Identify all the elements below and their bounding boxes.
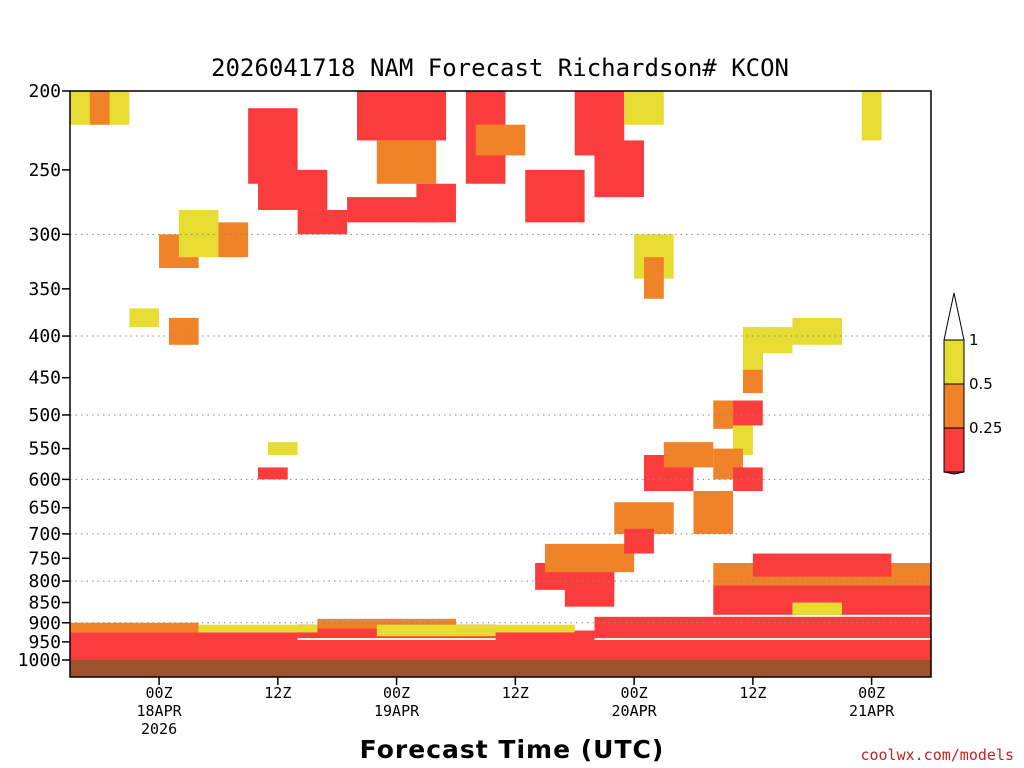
- heatmap-cell-33: [297, 209, 348, 235]
- heatmap-cell-40: [525, 169, 585, 223]
- heatmap-cell-51: [267, 442, 298, 456]
- xtick-label-3-1: 12Z: [502, 684, 529, 702]
- ytick-label-500: 500: [28, 405, 61, 426]
- ytick-label-250: 250: [28, 160, 61, 181]
- xtick-label-0-2: 18APR: [136, 702, 182, 720]
- heatmap-cell-9: [495, 624, 575, 633]
- heatmap-cell-55: [861, 91, 882, 141]
- ytick-label-600: 600: [28, 469, 61, 490]
- xtick-label-6-1: 00Z: [858, 684, 885, 702]
- heatmap-cell-28: [792, 602, 842, 615]
- legend-swatch-2: [943, 427, 965, 473]
- legend-label-0: 1: [969, 331, 979, 349]
- ytick-label-400: 400: [28, 326, 61, 347]
- credit-text: coolwx.com/models: [860, 746, 1014, 764]
- legend-label-2: 0.25: [969, 419, 1002, 437]
- xtick-label-6-2: 21APR: [849, 702, 895, 720]
- heatmap-cell-47: [168, 317, 199, 345]
- heatmap-cells: [70, 91, 931, 660]
- ytick-label-700: 700: [28, 524, 61, 545]
- heatmap-cell-13: [614, 502, 674, 534]
- ytick-label-900: 900: [28, 613, 61, 634]
- heatmap-cell-3: [495, 630, 595, 641]
- ytick-label-800: 800: [28, 571, 61, 592]
- heatmap-cell-4: [594, 616, 931, 639]
- heatmap-cell-0: [70, 640, 931, 660]
- heatmap-cell-43: [624, 91, 664, 125]
- ytick-label-1000: 1000: [18, 650, 61, 671]
- ytick-label-950: 950: [28, 632, 61, 653]
- heatmap-cell-39: [475, 124, 526, 156]
- heatmap-cell-35: [376, 140, 437, 184]
- ground-fill: [70, 660, 931, 677]
- heatmap-cell-48: [178, 209, 219, 258]
- ytick-label-750: 750: [28, 548, 61, 569]
- xtick-label-2-1: 00Z: [383, 684, 410, 702]
- ground-band: [70, 660, 931, 677]
- heatmap-cell-27: [752, 553, 892, 577]
- heatmap-cell-54: [792, 317, 842, 345]
- ytick-label-450: 450: [28, 368, 61, 389]
- heatmap-cell-30: [89, 91, 110, 125]
- ytick-label-650: 650: [28, 498, 61, 519]
- y-axis-ticks: 200 250 300 350 400 450 500 550 600 650 700 7508008…: [18, 81, 70, 671]
- ytick-label-850: 850: [28, 593, 61, 614]
- chart-title: 2026041718 NAM Forecast Richardson# KCON: [211, 54, 789, 82]
- heatmap-cell-34: [357, 91, 447, 141]
- ytick-label-300: 300: [28, 224, 61, 245]
- heatmap-cell-14: [624, 528, 654, 554]
- heatmap-cell-42: [594, 140, 644, 198]
- ytick-label-350: 350: [28, 279, 61, 300]
- xtick-label-5-1: 12Z: [739, 684, 766, 702]
- heatmap-cell-11: [545, 543, 635, 573]
- heatmap-cell-52: [129, 308, 160, 328]
- heatmap-cell-53: [742, 327, 793, 354]
- xtick-label-1-1: 12Z: [264, 684, 291, 702]
- heatmap-cell-49: [218, 222, 249, 258]
- heatmap-cell-8: [376, 624, 496, 637]
- gridlines: [70, 233, 931, 624]
- legend-label-1: 0.5: [969, 375, 993, 393]
- heatmap-cell-17: [693, 490, 734, 534]
- heatmap-cell-19: [713, 400, 734, 429]
- heatmap-cell-16: [663, 442, 714, 468]
- heatmap-cell-6: [198, 624, 318, 633]
- xtick-label-0-3: 2026: [141, 720, 177, 738]
- ytick-label-200: 200: [28, 81, 61, 102]
- xtick-label-4-2: 20APR: [612, 702, 658, 720]
- legend-under-triangle: [943, 471, 965, 475]
- heatmap-cell-1: [70, 632, 298, 641]
- heatmap-cell-50: [258, 467, 288, 480]
- legend-swatch-0: [943, 339, 965, 385]
- ytick-label-550: 550: [28, 439, 61, 460]
- heatmap-cell-20: [733, 400, 763, 426]
- xtick-label-4-1: 00Z: [621, 684, 648, 702]
- legend-over-triangle: [943, 292, 965, 341]
- x-axis-label: Forecast Time (UTC): [360, 735, 665, 764]
- heatmap-cell-32: [258, 169, 328, 210]
- colorbar-legend: 1 0.5 0.25: [943, 292, 1002, 475]
- plot-frame: [69, 90, 932, 678]
- xtick-label-0-1: 00Z: [146, 684, 173, 702]
- heatmap-cell-7: [317, 618, 456, 629]
- heatmap-cell-37: [347, 197, 437, 223]
- heatmap-cell-5: [70, 622, 199, 633]
- legend-swatch-1: [943, 383, 965, 429]
- xtick-label-2-2: 19APR: [374, 702, 420, 720]
- heatmap-cell-12: [564, 576, 615, 607]
- heatmap-cell-45: [644, 257, 664, 299]
